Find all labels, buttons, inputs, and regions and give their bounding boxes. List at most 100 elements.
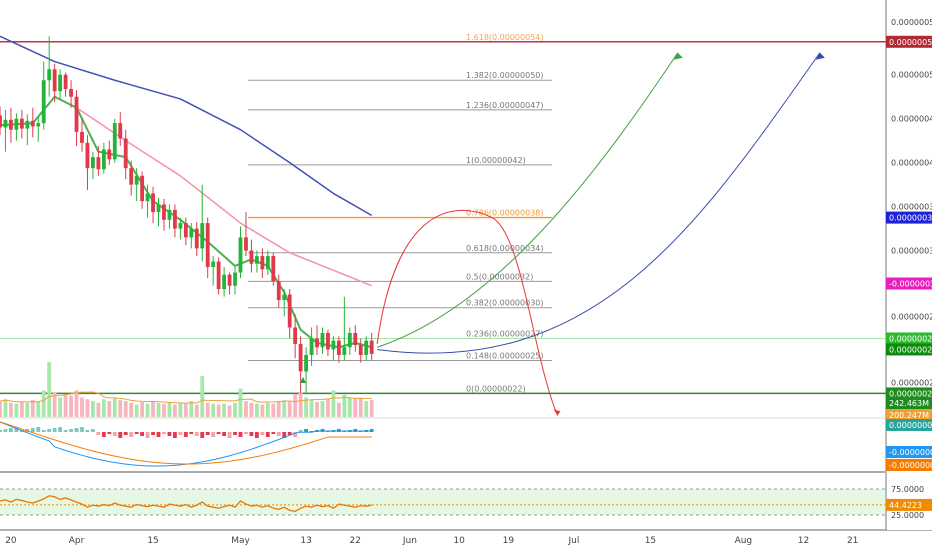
macd-histogram-bar [151, 432, 155, 435]
volume-bar [25, 402, 30, 417]
volume-bar [112, 398, 117, 417]
time-axis[interactable]: 20 Apr 15 May 13 22 Jun 10 19 Jul 15 Aug 12 21 [0, 531, 932, 550]
time-tick-label: Apr [69, 536, 85, 546]
candle-body [80, 131, 84, 143]
time-tick-label: Aug [735, 536, 753, 546]
horizontal-levels [0, 41, 886, 395]
volume-bar [331, 390, 336, 417]
volume-bar [227, 405, 232, 417]
candle-body [145, 193, 150, 202]
candle-body [260, 256, 265, 270]
rsi-tick-label: 25.0000 [891, 511, 924, 520]
time-tick-label: 15 [645, 536, 656, 546]
candle-body [167, 209, 172, 220]
time-tick-label: 13 [300, 536, 311, 546]
candle-body [271, 256, 276, 282]
fibonacci-levels: 1.618(0.00000054) 1.382(0.00000050) 1.236(… [248, 33, 552, 394]
price-badge-bg [886, 332, 932, 345]
volume-bar [172, 404, 177, 417]
volume-bar [271, 403, 276, 417]
candle-body [107, 149, 112, 160]
price-badge: 0.00000022 [889, 389, 932, 398]
candle-body [19, 118, 24, 129]
fib-label: 0.618(0.00000034) [466, 244, 544, 253]
macd-histogram-bar [260, 432, 265, 435]
candle-body [293, 327, 298, 344]
macd-histogram-bar [336, 429, 341, 432]
candle-body [194, 228, 199, 249]
macd-histogram-bar [162, 432, 166, 434]
fib-label: 1(0.00000042) [466, 156, 526, 165]
macd-histogram-bar [156, 432, 161, 437]
macd-histogram-bar [85, 430, 90, 432]
macd-histogram-bar [91, 429, 95, 432]
candles[interactable] [0, 36, 374, 394]
macd-histogram-bar [183, 432, 188, 437]
candle-body [205, 223, 210, 268]
candle-body [112, 123, 117, 160]
volume-bar [353, 398, 358, 417]
volume-bar [63, 393, 68, 417]
time-tick-label: 19 [503, 536, 515, 546]
volume-bar [14, 403, 19, 417]
macd-histogram-bar [293, 432, 298, 437]
macd-badge: -0.00000002 [889, 461, 932, 470]
macd-histogram-bar [129, 432, 134, 437]
macd-histogram-bar [205, 432, 210, 435]
time-tick-label: 20 [5, 536, 17, 546]
candle-body [298, 343, 303, 372]
macd-histogram-bar [271, 432, 276, 434]
macd-histogram-bar [238, 432, 243, 437]
candle-body [282, 294, 287, 301]
price-axis[interactable]: 0.00000055 0.00000051 0.00000047 0.00000043… [886, 0, 932, 530]
candle-body [52, 69, 57, 92]
volume-bar [101, 399, 106, 417]
candle-body [47, 69, 52, 81]
volume-bar [347, 397, 352, 417]
volume-bar [189, 401, 194, 417]
price-badge-bg [886, 277, 932, 290]
price-badge-bg [886, 343, 932, 356]
volume-bar [167, 401, 172, 417]
macd-histogram-bar [189, 432, 194, 434]
price-tick-label: 0.00000035 [891, 247, 932, 256]
volume-bar [205, 402, 210, 417]
candle-body [244, 237, 248, 251]
candle-body [364, 340, 369, 355]
volume-bar [85, 399, 90, 417]
fib-label: 0.148(0.00000025) [466, 351, 544, 360]
macd-histogram-bar [227, 432, 232, 438]
red-path [376, 209, 558, 416]
fib-label: 1.236(0.00000047) [466, 101, 544, 110]
macd-histogram-bar [69, 429, 73, 432]
candle-body [222, 274, 227, 290]
macd-histogram-bar [140, 432, 145, 436]
price-badge-bg [886, 211, 932, 224]
volume-bar [96, 402, 101, 417]
volume-bar [151, 401, 155, 417]
low-marker-icon [300, 377, 306, 383]
volume-bar [134, 404, 139, 417]
time-tick-label: 22 [350, 536, 361, 546]
candle-body [85, 142, 90, 169]
candle-body [25, 120, 30, 129]
volume-bar [298, 392, 303, 417]
macd-badge: -0.00000002 [889, 448, 932, 457]
time-tick-label: May [231, 536, 250, 546]
rsi-badge: 44.4223 [889, 501, 922, 510]
candle-body [276, 281, 281, 301]
candle-body [178, 223, 183, 229]
price-badge: 0.00000026 [889, 345, 932, 354]
macd-histogram-bar [254, 432, 259, 438]
macd-histogram-bar [118, 432, 123, 438]
volume-badge: 242.463M [889, 399, 929, 408]
candle-body [74, 96, 79, 132]
macd-histogram-bar [167, 432, 172, 436]
volume-bar [36, 401, 41, 417]
candle-body [151, 193, 155, 213]
blue-path-arrow-icon [815, 52, 825, 60]
price-badge: 0.00000054 [889, 38, 932, 47]
candle-body [326, 332, 330, 350]
volume-badge: 200.247M [889, 411, 929, 420]
